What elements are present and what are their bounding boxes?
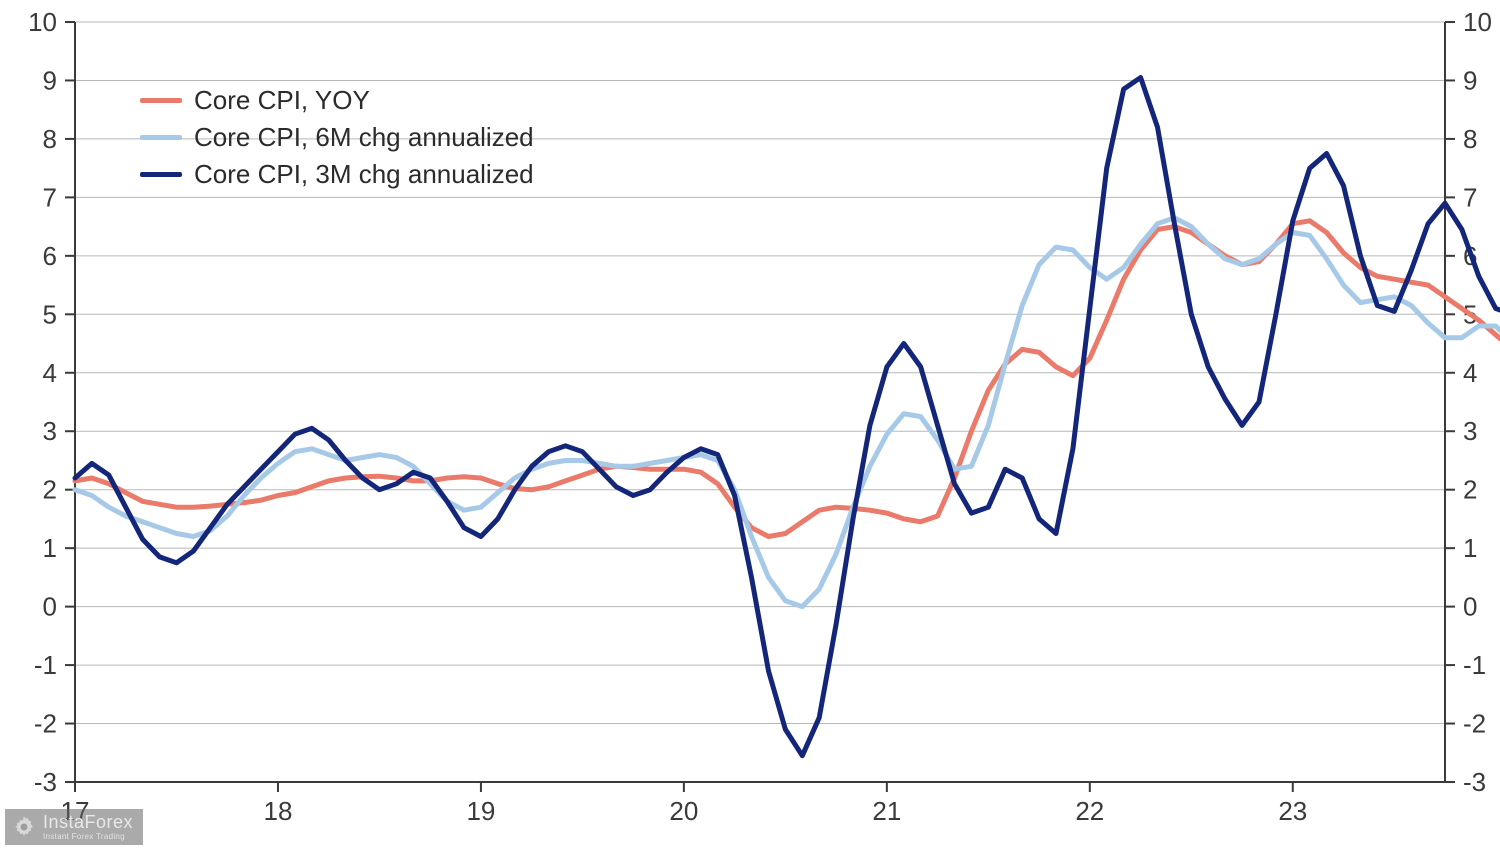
svg-text:3: 3 <box>43 416 57 446</box>
svg-text:8: 8 <box>1463 124 1477 154</box>
legend-swatch <box>140 172 182 177</box>
legend: Core CPI, YOY Core CPI, 6M chg annualized… <box>140 85 534 196</box>
legend-swatch <box>140 135 182 140</box>
svg-text:0: 0 <box>1463 592 1477 622</box>
chart-container: -3-3-2-2-1-10011223344556677889910101718… <box>0 0 1500 850</box>
svg-text:7: 7 <box>1463 182 1477 212</box>
legend-swatch <box>140 98 182 103</box>
svg-text:1: 1 <box>1463 533 1477 563</box>
watermark-brand-a: Insta <box>43 812 85 832</box>
watermark-brand: InstaForex <box>43 813 133 831</box>
watermark: InstaForex Instant Forex Trading <box>5 809 143 845</box>
svg-text:4: 4 <box>1463 358 1477 388</box>
svg-text:3: 3 <box>1463 416 1477 446</box>
legend-label: Core CPI, 6M chg annualized <box>194 122 534 153</box>
legend-item: Core CPI, 3M chg annualized <box>140 159 534 190</box>
svg-text:1: 1 <box>43 533 57 563</box>
legend-label: Core CPI, 3M chg annualized <box>194 159 534 190</box>
svg-text:10: 10 <box>28 7 57 37</box>
svg-text:8: 8 <box>43 124 57 154</box>
svg-text:6: 6 <box>43 241 57 271</box>
svg-text:-2: -2 <box>1463 709 1486 739</box>
svg-text:9: 9 <box>43 65 57 95</box>
watermark-tagline: Instant Forex Trading <box>43 833 133 841</box>
svg-text:7: 7 <box>43 182 57 212</box>
watermark-brand-b: Forex <box>85 812 134 832</box>
watermark-text: InstaForex Instant Forex Trading <box>43 813 133 841</box>
svg-text:9: 9 <box>1463 65 1477 95</box>
svg-text:-1: -1 <box>34 650 57 680</box>
svg-text:-3: -3 <box>34 767 57 797</box>
svg-text:2: 2 <box>1463 475 1477 505</box>
svg-text:22: 22 <box>1075 796 1104 826</box>
gear-icon <box>11 814 37 840</box>
legend-item: Core CPI, YOY <box>140 85 534 116</box>
svg-text:18: 18 <box>264 796 293 826</box>
legend-item: Core CPI, 6M chg annualized <box>140 122 534 153</box>
svg-text:20: 20 <box>669 796 698 826</box>
svg-text:4: 4 <box>43 358 57 388</box>
legend-label: Core CPI, YOY <box>194 85 370 116</box>
svg-text:-3: -3 <box>1463 767 1486 797</box>
svg-text:23: 23 <box>1278 796 1307 826</box>
svg-text:19: 19 <box>466 796 495 826</box>
svg-text:-1: -1 <box>1463 650 1486 680</box>
svg-text:10: 10 <box>1463 7 1492 37</box>
svg-text:-2: -2 <box>34 709 57 739</box>
svg-text:5: 5 <box>43 299 57 329</box>
svg-text:2: 2 <box>43 475 57 505</box>
svg-text:0: 0 <box>43 592 57 622</box>
svg-text:21: 21 <box>872 796 901 826</box>
